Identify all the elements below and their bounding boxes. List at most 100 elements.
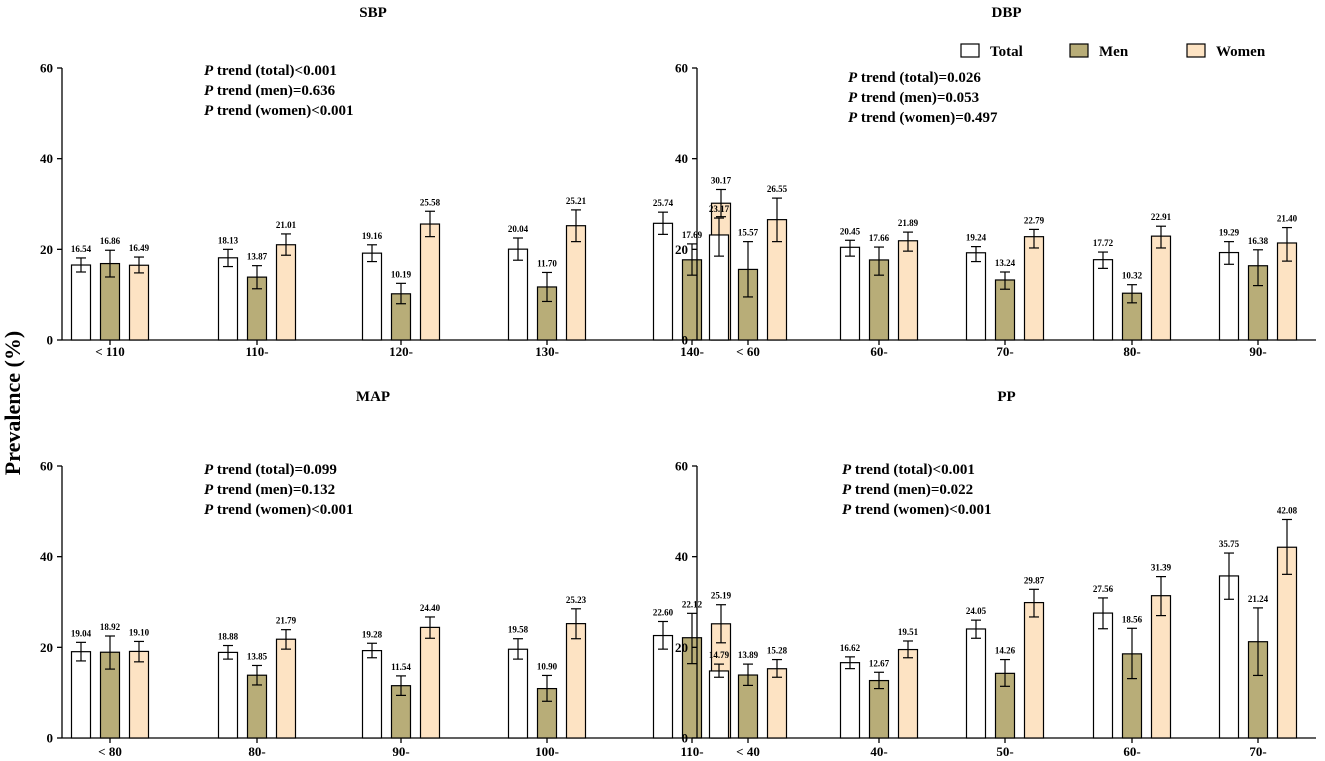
data-label: 20.45 — [840, 226, 861, 236]
data-label: 12.67 — [869, 658, 890, 668]
data-label: 21.01 — [276, 220, 297, 230]
y-axis-label: Prevalence (%) — [0, 331, 25, 475]
data-label: 30.17 — [711, 175, 732, 185]
bar-women — [766, 668, 788, 739]
x-tick-label: 40- — [870, 744, 887, 759]
y-tick-label: 60 — [40, 61, 53, 76]
y-tick-label: 0 — [682, 731, 689, 746]
chart-panel-dbp: DBP 0 20 40 60 < 60 23.17 15.57 26.55 60- 20.45 17.… — [675, 5, 1316, 359]
p-trend-text: P trend (women)=0.497 — [848, 110, 998, 126]
y-tick-label: 60 — [40, 459, 53, 474]
y-tick-label: 60 — [675, 61, 688, 76]
data-label: 17.72 — [1093, 238, 1114, 248]
data-label: 19.28 — [362, 629, 383, 639]
bar-total — [1218, 575, 1240, 739]
data-label: 18.13 — [218, 235, 239, 245]
data-label: 27.56 — [1093, 584, 1114, 594]
data-label: 42.08 — [1277, 505, 1298, 515]
panel-title: PP — [997, 389, 1015, 405]
x-tick-label: 60- — [870, 344, 887, 359]
p-trend-text: P trend (men)=0.053 — [848, 90, 979, 106]
chart-panel-pp: PP 0 20 40 60 < 40 14.79 13.89 15.28 40- 16.62 12.6… — [675, 389, 1316, 759]
x-tick-label: 50- — [996, 744, 1013, 759]
p-trend-text: P trend (men)=0.022 — [842, 482, 973, 498]
p-trend-text: P trend (total)=0.099 — [204, 462, 337, 478]
data-label: 16.54 — [71, 244, 92, 254]
data-label: 14.79 — [709, 650, 730, 660]
x-tick-label: 110- — [245, 344, 268, 359]
bar-total — [361, 252, 383, 341]
bar-women — [128, 264, 150, 341]
data-label: 10.32 — [1122, 271, 1143, 281]
bar-women — [275, 638, 297, 739]
legend-item-men: Men — [1069, 43, 1129, 60]
y-tick-label: 40 — [675, 151, 688, 166]
bar-women — [1150, 235, 1172, 341]
data-label: 13.89 — [738, 650, 759, 660]
data-label: 19.24 — [966, 233, 987, 243]
bar-total — [839, 246, 861, 341]
bar-total — [361, 649, 383, 739]
data-label: 24.40 — [420, 603, 441, 613]
bar-women — [1150, 595, 1172, 739]
data-label: 19.51 — [898, 627, 919, 637]
x-tick-label: 80- — [1123, 344, 1140, 359]
bar-women — [897, 240, 919, 341]
data-label: 16.86 — [100, 236, 121, 246]
data-label: 19.10 — [129, 627, 150, 637]
data-label: 25.74 — [653, 198, 674, 208]
data-label: 20.04 — [508, 224, 529, 234]
x-tick-label: 130- — [535, 344, 559, 359]
bar-total — [507, 648, 529, 739]
data-label: 16.49 — [129, 243, 150, 253]
bar-women — [275, 244, 297, 341]
data-label: 13.85 — [247, 651, 268, 661]
data-label: 22.12 — [682, 599, 703, 609]
p-trend-text: P trend (men)=0.132 — [204, 482, 335, 498]
y-tick-label: 40 — [675, 549, 688, 564]
data-label: 15.28 — [767, 646, 788, 656]
data-label: 16.62 — [840, 643, 861, 653]
data-label: 19.29 — [1219, 228, 1240, 238]
y-tick-label: 20 — [40, 640, 53, 655]
p-trend-text: P trend (total)=0.026 — [848, 70, 981, 86]
x-tick-label: 100- — [535, 744, 559, 759]
bar-women — [128, 650, 150, 739]
data-label: 22.60 — [653, 607, 674, 617]
data-label: 18.92 — [100, 622, 121, 632]
legend-label: Women — [1216, 44, 1266, 60]
data-label: 25.58 — [420, 197, 441, 207]
data-label: 10.90 — [537, 661, 558, 671]
y-tick-label: 20 — [40, 242, 53, 257]
data-label: 11.54 — [391, 662, 411, 672]
y-tick-label: 20 — [675, 242, 688, 257]
data-label: 10.19 — [391, 269, 412, 279]
panel-title: SBP — [359, 5, 387, 21]
x-tick-label: 90- — [1249, 344, 1266, 359]
x-tick-label: < 60 — [736, 344, 760, 359]
data-label: 13.24 — [995, 258, 1016, 268]
y-tick-label: 0 — [682, 333, 689, 348]
bar-women — [419, 223, 441, 341]
data-label: 15.57 — [738, 228, 759, 238]
data-label: 13.87 — [247, 252, 268, 262]
panel-title: MAP — [356, 389, 390, 405]
data-label: 29.87 — [1024, 575, 1045, 585]
x-tick-label: < 110 — [95, 344, 124, 359]
chart-panel-sbp: SBP 0 20 40 60 < 110 16.54 16.86 16.49 110- 18.13 1… — [40, 5, 732, 359]
data-label: 35.75 — [1219, 539, 1240, 549]
chart-panels: SBP 0 20 40 60 < 110 16.54 16.86 16.49 110- 18.13 1… — [40, 5, 1316, 759]
data-label: 17.66 — [869, 233, 890, 243]
p-trend-text: P trend (total)<0.001 — [204, 63, 337, 79]
data-label: 25.19 — [711, 591, 732, 601]
data-label: 25.21 — [566, 196, 587, 206]
data-label: 26.55 — [767, 184, 788, 194]
bar-total — [708, 670, 730, 739]
y-tick-label: 20 — [675, 640, 688, 655]
y-tick-label: 0 — [47, 333, 54, 348]
data-label: 17.69 — [682, 230, 703, 240]
data-label: 19.04 — [71, 628, 92, 638]
bar-total — [652, 222, 674, 341]
x-tick-label: 70- — [1249, 744, 1266, 759]
data-label: 22.91 — [1151, 212, 1172, 222]
